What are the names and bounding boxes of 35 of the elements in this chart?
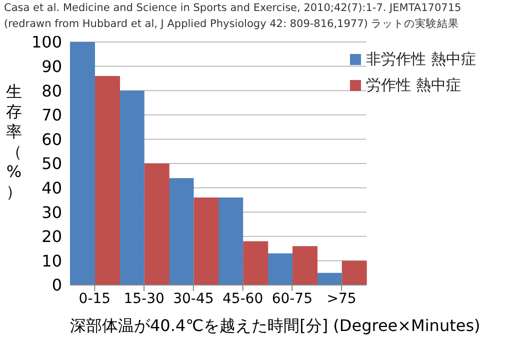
y-tick-label: 70: [42, 106, 62, 125]
bar: [119, 90, 144, 285]
x-tick-label: 60-75: [272, 290, 313, 307]
bar: [218, 198, 244, 285]
bar: [316, 272, 342, 285]
chart-title: Casa et al. Medicine and Science in Sports and Exercise, 2010;42(7):1-7. JEMTA170715: [4, 2, 462, 14]
x-tick-label: >75: [326, 290, 356, 307]
chart-subtitle: (redrawn from Hubbard et al, J Applied Physiology 42: 809-816,1977) ラットの実験結果: [4, 17, 460, 31]
bar: [168, 178, 194, 285]
y-tick-label: 100: [31, 32, 62, 52]
y-tick-label: 60: [42, 130, 62, 149]
y-tick-label: 10: [42, 251, 62, 270]
x-tick-label: 0-15: [78, 290, 111, 307]
y-tick-label: 90: [42, 56, 62, 76]
bar: [70, 42, 95, 285]
legend-label: 労作性 熱中症: [366, 75, 461, 96]
x-tick-label: 30-45: [173, 290, 214, 307]
bar: [292, 246, 318, 285]
y-tick-label: 40: [42, 178, 62, 198]
bar: [342, 260, 367, 285]
bar: [95, 76, 120, 285]
x-axis-title: 深部体温が40.4℃を越えた時間[分] (Degree×Minutes): [70, 316, 480, 337]
y-tick-label: 30: [42, 202, 62, 222]
bar: [144, 164, 170, 285]
bar: [243, 241, 268, 285]
legend-label: 非労作性 熱中症: [366, 49, 476, 70]
bar: [194, 198, 219, 285]
y-tick-label: 80: [42, 81, 62, 100]
y-axis-title: 生存率（%）: [5, 82, 23, 202]
x-tick-label: 15-30: [124, 290, 164, 307]
x-tick-label: 45-60: [222, 290, 264, 307]
y-tick-label: 0: [52, 276, 62, 295]
bar: [267, 253, 292, 285]
y-tick-label: 20: [42, 227, 62, 246]
y-tick-label: 50: [42, 154, 62, 174]
